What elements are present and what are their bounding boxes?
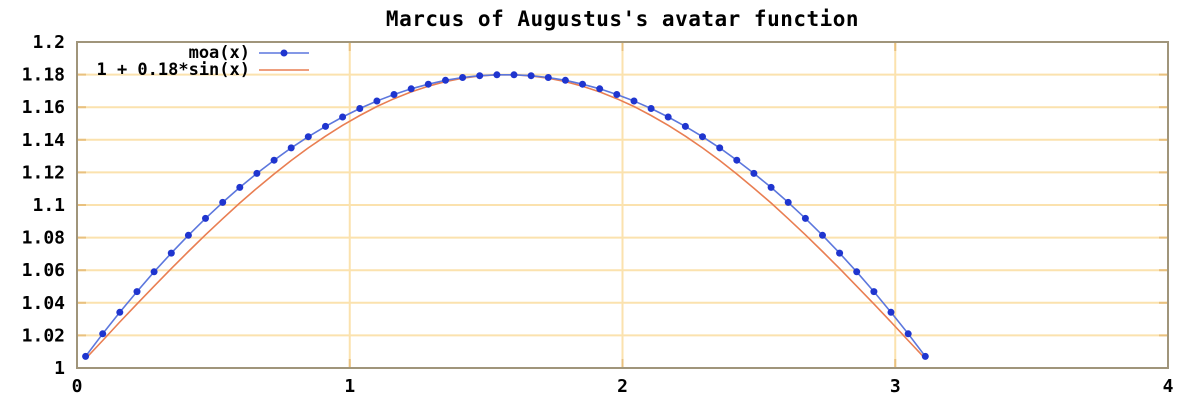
- series-moa-point: [647, 105, 655, 112]
- legend-entry-moa: moa(x): [86, 42, 309, 63]
- series-moa-point: [819, 231, 826, 239]
- series-moa-point: [887, 308, 895, 316]
- series-moa-point: [424, 80, 432, 88]
- series-moa-point: [681, 122, 689, 130]
- x-axis-tick-label: 1: [344, 376, 355, 397]
- y-axis-tick-label: 1.1: [32, 195, 65, 216]
- series-moa-point: [750, 169, 758, 177]
- series-moa-point: [579, 80, 586, 88]
- series-moa-point: [767, 183, 775, 191]
- series-moa-point: [716, 144, 724, 152]
- series-moa-point: [99, 330, 107, 338]
- series-moa-point: [219, 198, 227, 206]
- legend-point-moa: [280, 49, 288, 56]
- y-axis-tick-label: 1.08: [22, 228, 65, 249]
- plot-border: [76, 41, 1169, 369]
- series-moa-point: [733, 156, 741, 164]
- series-moa-point: [150, 268, 158, 276]
- x-axis-tick-label: 2: [617, 376, 628, 397]
- series-moa-point: [853, 268, 861, 276]
- series-moa-point: [664, 113, 672, 121]
- series-moa-point: [613, 91, 621, 98]
- series-moa-point: [339, 113, 347, 121]
- series-moa-point: [390, 91, 398, 98]
- series-moa-point: [493, 71, 501, 79]
- series-moa-point: [561, 76, 569, 84]
- y-axis-tick-label: 1.2: [32, 32, 65, 53]
- chart-title: Marcus of Augustus's avatar function: [385, 7, 860, 31]
- series-moa-point: [133, 288, 141, 296]
- y-axis-tick-label: 1.04: [22, 293, 66, 314]
- series-moa-point: [699, 133, 706, 141]
- series-moa-point: [116, 308, 124, 316]
- series-moa-point: [184, 231, 192, 239]
- y-axis-tick-label: 1.02: [22, 325, 65, 346]
- legend-sample-sin: [259, 68, 309, 71]
- series-moa-point: [801, 214, 809, 222]
- legend-label-sin: 1 + 0.18*sin(x): [96, 59, 250, 80]
- series-moa-point: [870, 288, 878, 296]
- series-moa-point: [544, 74, 552, 81]
- series-moa-point: [527, 72, 535, 80]
- y-axis-tick-label: 1.12: [22, 162, 65, 183]
- x-axis-tick-label: 0: [72, 376, 83, 397]
- series-moa-point: [596, 85, 604, 93]
- x-axis-tick-label: 4: [1163, 376, 1174, 397]
- series-moa-point: [356, 105, 364, 112]
- series-sin-line: [85, 74, 926, 360]
- series-moa-point: [442, 76, 449, 84]
- y-axis-tick-label: 1.14: [22, 130, 66, 151]
- series-moa-point: [459, 74, 467, 81]
- legend-entry-sin: 1 + 0.18*sin(x): [86, 59, 309, 80]
- series-moa-point: [287, 144, 295, 152]
- series-moa-point: [236, 183, 244, 191]
- series-moa-point: [476, 72, 484, 80]
- series-moa-point: [82, 352, 90, 360]
- series-moa-point: [373, 97, 381, 105]
- legend-label-moa: moa(x): [188, 42, 250, 63]
- series-moa-point: [322, 122, 329, 130]
- series-moa-point: [510, 71, 518, 79]
- series-moa-point: [630, 97, 638, 105]
- series-moa-point: [304, 133, 312, 141]
- series-moa-point: [270, 156, 278, 164]
- y-axis-tick-label: 1.18: [22, 65, 65, 86]
- series-moa-point: [202, 214, 209, 222]
- series-moa-point: [921, 352, 929, 360]
- series-moa-point: [904, 330, 912, 338]
- legend-sample-moa: [259, 49, 309, 56]
- series-moa-point: [253, 169, 261, 177]
- y-axis-tick-label: 1.06: [22, 260, 65, 281]
- y-axis-tick-label: 1: [54, 358, 65, 379]
- series-moa-line: [84, 74, 926, 357]
- series-moa-point: [836, 249, 844, 257]
- series-moa-point: [407, 85, 415, 93]
- legend: moa(x) 1 + 0.18*sin(x): [86, 42, 309, 80]
- series-moa-point: [784, 198, 792, 206]
- x-axis-tick-label: 3: [890, 376, 901, 397]
- series-moa-point: [167, 249, 175, 257]
- y-axis-tick-label: 1.16: [22, 97, 65, 118]
